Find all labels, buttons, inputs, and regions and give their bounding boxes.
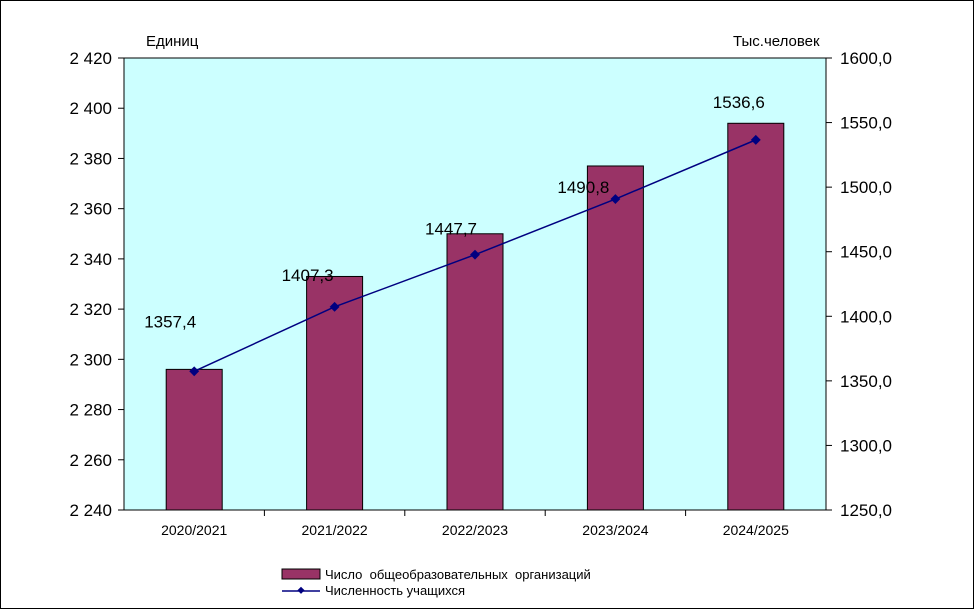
- right-tick-label: 1350,0: [840, 372, 892, 391]
- left-tick-label: 2 300: [69, 350, 112, 369]
- line-point: [189, 366, 200, 377]
- legend-bar-swatch: [281, 568, 321, 580]
- right-axis: 1250,0 1300,0 1350,0 1400,0 1450,0 1500,0 1550…: [826, 49, 892, 520]
- category-label: 2022/2023: [442, 522, 508, 538]
- left-tick-label: 2 260: [69, 451, 112, 470]
- left-tick-label: 2 380: [69, 149, 112, 168]
- category-label: 2020/2021: [161, 522, 227, 538]
- right-tick-label: 1400,0: [840, 307, 892, 326]
- line-data-label: 1357,4: [144, 312, 196, 331]
- line-point: [470, 249, 480, 260]
- left-tick-label: 2 340: [69, 250, 112, 269]
- legend-line-marker: [297, 586, 305, 594]
- left-tick-label: 2 320: [69, 300, 112, 319]
- line-data-label: 1490,8: [557, 178, 609, 197]
- category-label: 2023/2024: [582, 522, 648, 538]
- left-axis-unit-label: Единиц: [146, 33, 199, 50]
- line-data-labels: 1357,4 1407,3 1447,7 1490,8 1536,6: [144, 93, 765, 331]
- bar: [165, 368, 223, 511]
- right-tick-label: 1550,0: [840, 114, 892, 133]
- left-tick-label: 2 360: [69, 200, 112, 219]
- line-data-label: 1447,7: [425, 220, 477, 239]
- legend: Число общеобразовательных организаций Чи…: [281, 567, 591, 598]
- line-data-label: 1536,6: [713, 93, 765, 112]
- right-tick-label: 1250,0: [840, 501, 892, 520]
- right-axis-unit-label: Тыс.человек: [733, 33, 820, 50]
- right-tick-label: 1450,0: [840, 243, 892, 262]
- category-label: 2024/2025: [723, 522, 789, 538]
- line-data-label: 1407,3: [282, 266, 334, 285]
- line-series: [189, 134, 761, 377]
- right-tick-label: 1300,0: [840, 436, 892, 455]
- line-point: [329, 301, 340, 312]
- left-axis: 2 240 2 260 2 280 2 300 2 320 2 340 2 360 2 380…: [69, 49, 124, 520]
- legend-bar-label: Число общеобразовательных организаций: [325, 567, 591, 582]
- left-tick-label: 2 280: [69, 401, 112, 420]
- bar: [446, 233, 504, 511]
- bar-series: [165, 122, 785, 511]
- bar: [586, 165, 644, 511]
- left-tick-label: 2 400: [69, 99, 112, 118]
- right-tick-label: 1600,0: [840, 49, 892, 68]
- left-tick-label: 2 240: [69, 501, 112, 520]
- legend-line-label: Численность учащихся: [325, 583, 465, 598]
- line-point: [750, 134, 761, 145]
- bar: [727, 122, 785, 511]
- left-tick-label: 2 420: [69, 49, 112, 68]
- right-tick-label: 1500,0: [840, 178, 892, 197]
- x-axis: 2020/2021 2021/2022 2022/2023 2023/2024 2024…: [161, 510, 789, 538]
- line-point: [610, 194, 621, 204]
- category-label: 2021/2022: [302, 522, 368, 538]
